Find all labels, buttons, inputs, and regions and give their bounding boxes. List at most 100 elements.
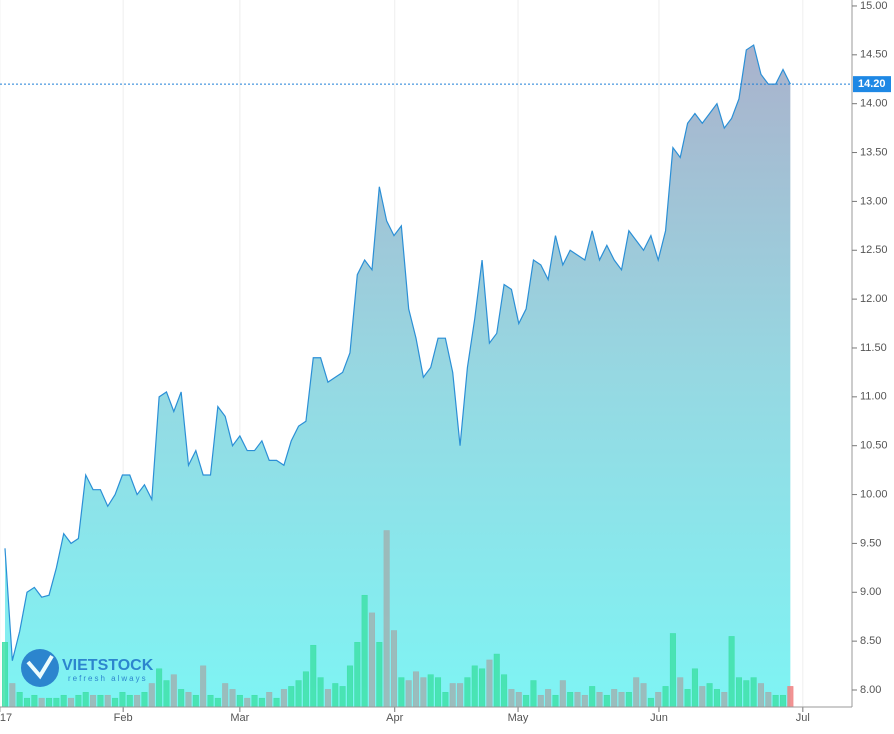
volume-bar (222, 683, 229, 708)
volume-bar (141, 692, 148, 708)
logo-icon (21, 649, 59, 687)
volume-bar (567, 692, 574, 708)
volume-bar (361, 594, 368, 708)
volume-bar (112, 697, 119, 708)
volume-bar (258, 697, 265, 708)
volume-bar (104, 694, 111, 708)
volume-bar (1, 642, 8, 708)
volume-bar (229, 689, 236, 708)
volume-bar (310, 644, 317, 708)
volume-bar (633, 677, 640, 708)
volume-bar (148, 683, 155, 708)
y-tick-label: 10.00 (860, 488, 888, 500)
volume-bar (757, 683, 764, 708)
y-tick-label: 9.50 (860, 537, 881, 549)
volume-bar (398, 677, 405, 708)
volume-bar (435, 677, 442, 708)
volume-bar (68, 697, 75, 708)
x-tick-label: 2017 (0, 712, 12, 724)
current-price-box (853, 76, 891, 93)
volume-bar (669, 633, 676, 708)
y-tick-label: 8.50 (860, 635, 881, 647)
y-tick-label: 15.00 (860, 0, 888, 12)
y-tick-label: 14.00 (860, 98, 888, 110)
volume-bar (780, 694, 787, 708)
x-tick-label: May (508, 712, 529, 724)
volume-bar (405, 680, 412, 708)
volume-bar (126, 694, 133, 708)
volume-bar (368, 612, 375, 708)
volume-bar (427, 674, 434, 708)
volume-bar (662, 686, 669, 708)
volume-bar (691, 668, 698, 708)
volume-bar (508, 689, 515, 708)
volume-bar (90, 694, 97, 708)
volume-bar (346, 665, 353, 708)
x-tick-label: Jun (650, 712, 668, 724)
volume-bar (655, 692, 662, 708)
volume-bar (515, 692, 522, 708)
volume-bar (413, 671, 420, 708)
current-price-label: 14.20 (858, 78, 886, 90)
volume-bar (376, 642, 383, 708)
volume-bar (60, 694, 67, 708)
volume-bar (765, 692, 772, 708)
y-tick-label: 9.00 (860, 586, 881, 598)
volume-bar (339, 686, 346, 708)
volume-bar (603, 694, 610, 708)
volume-bar (706, 683, 713, 708)
volume-bar (119, 692, 126, 708)
volume-bar (200, 665, 207, 708)
volume-bar (97, 694, 104, 708)
volume-bar (390, 630, 398, 708)
y-tick-label: 11.50 (860, 342, 887, 354)
volume-bar (332, 683, 339, 708)
watermark-brand: VIETSTOCK (62, 657, 154, 674)
volume-bar (545, 689, 552, 708)
x-tick-label: Apr (386, 712, 403, 724)
volume-bar (457, 683, 464, 708)
volume-bar (559, 680, 566, 708)
volume-bar (537, 694, 544, 708)
volume-bar (552, 694, 559, 708)
y-tick-label: 12.00 (860, 293, 888, 305)
volume-bar (214, 697, 221, 708)
y-tick-label: 13.00 (860, 195, 888, 207)
logo-mark (26, 654, 54, 680)
y-tick-label: 8.00 (860, 684, 881, 696)
y-tick-label: 11.00 (860, 391, 887, 403)
volume-bar (302, 671, 309, 708)
volume-bar (324, 689, 331, 708)
volume-bar (618, 692, 625, 708)
volume-bar (31, 694, 38, 708)
volume-bar (24, 697, 31, 708)
volume-bar (449, 683, 456, 708)
volume-bar (743, 680, 750, 708)
volume-bar (581, 694, 588, 708)
y-tick-label: 10.50 (860, 440, 888, 452)
volume-bar (317, 677, 324, 708)
y-tick-label: 14.50 (860, 49, 888, 61)
volume-bar (772, 694, 779, 708)
volume-bar (699, 686, 706, 708)
volume-bar (625, 692, 632, 708)
volume-bar (251, 694, 258, 708)
volume-bar (721, 692, 728, 708)
volume-bar (493, 653, 500, 708)
volume-bar (640, 683, 647, 708)
price-area (4, 44, 791, 708)
volume-bar (501, 674, 508, 708)
volume-bar (677, 677, 684, 708)
volume-bar (420, 677, 427, 708)
volume-bar (16, 692, 23, 708)
price-area-fill (4, 45, 791, 708)
volume-bar (596, 692, 603, 708)
volume-bar (471, 665, 478, 708)
volume-bar (589, 686, 596, 708)
volume-bar (787, 686, 794, 708)
volume-bar (178, 689, 185, 708)
volume-bar (479, 668, 486, 708)
